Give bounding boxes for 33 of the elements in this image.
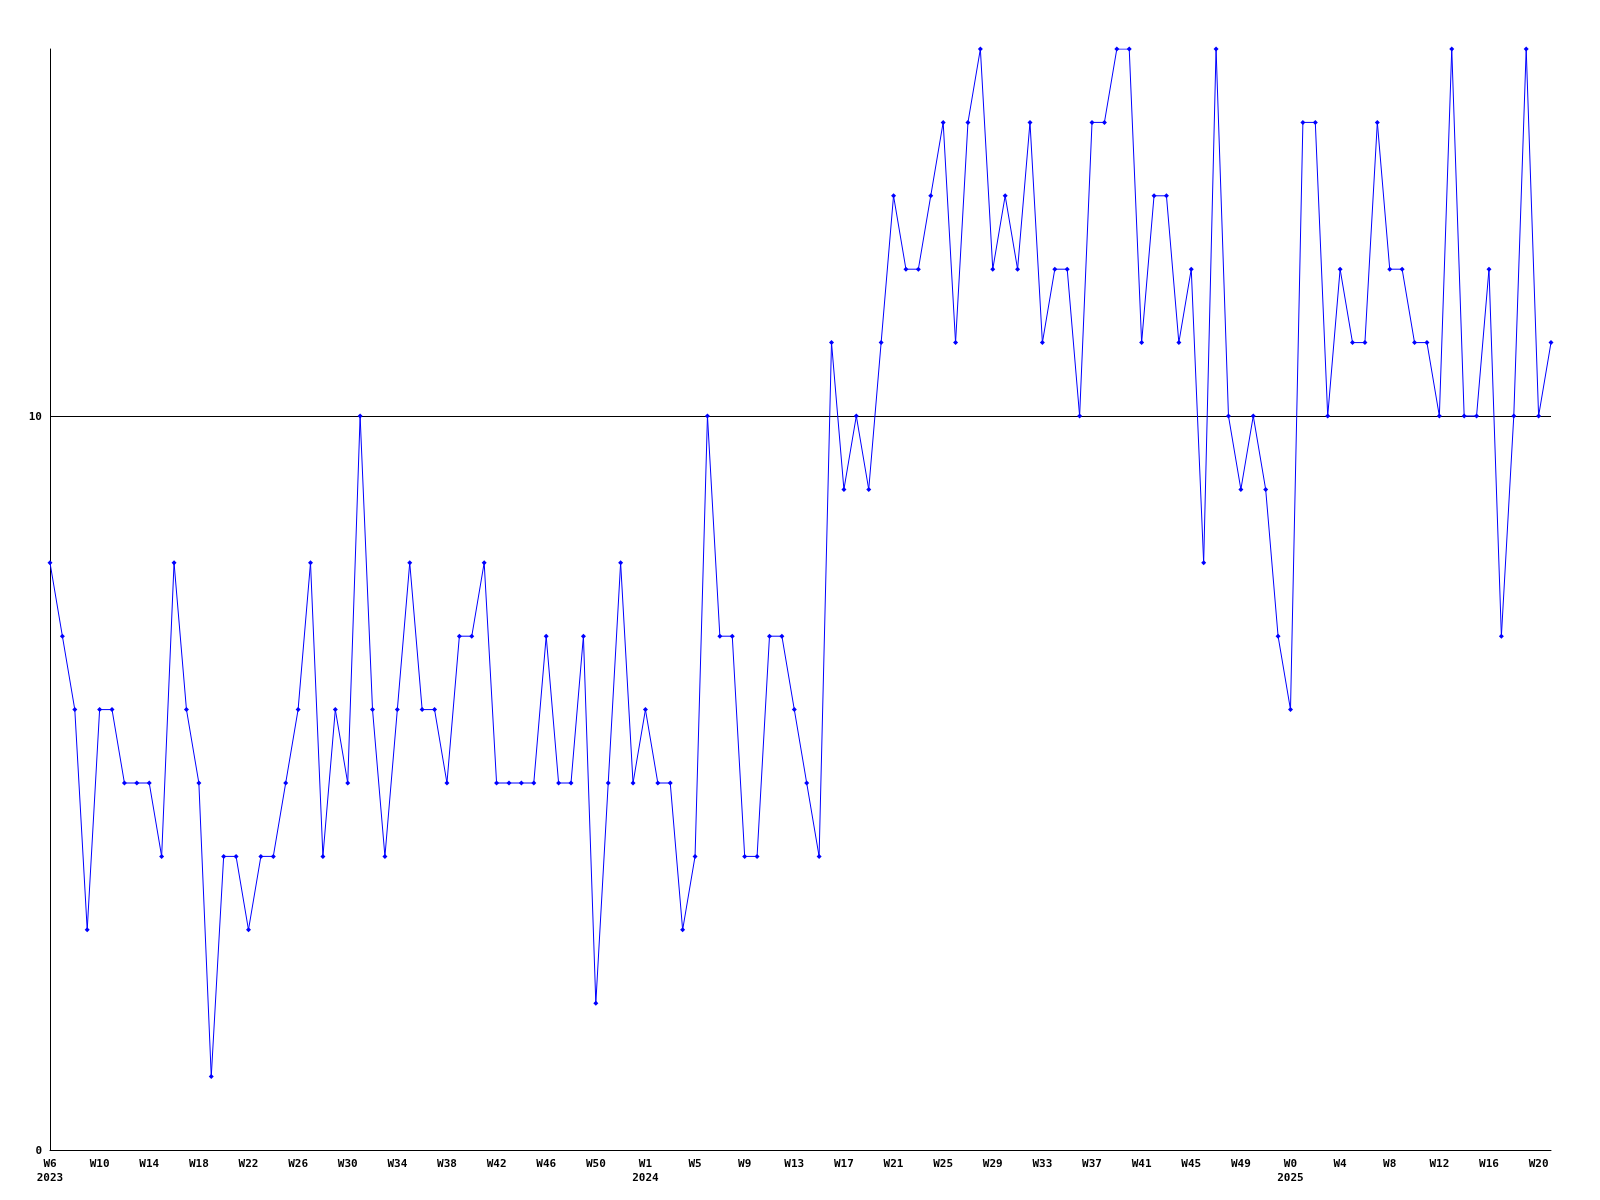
x-tick-label: W9: [738, 1156, 752, 1170]
x-tick-label: W21: [883, 1156, 904, 1170]
x-tick-label: W16: [1479, 1156, 1500, 1170]
x-tick-label: W8: [1383, 1156, 1397, 1170]
x-tick-label: W14: [139, 1156, 160, 1170]
x-tick-label: W26: [288, 1156, 309, 1170]
x-tick-label: W29: [982, 1156, 1003, 1170]
x-tick-label: W5: [688, 1156, 702, 1170]
x-tick-label: W22: [238, 1156, 259, 1170]
x-tick-label: W34: [387, 1156, 408, 1170]
x-tick-label: W33: [1032, 1156, 1053, 1170]
x-tick-label: W30: [337, 1156, 358, 1170]
x-tick-label: W25: [933, 1156, 954, 1170]
x-tick-label: W6 2023: [36, 1156, 64, 1184]
x-tick-label: W50: [585, 1156, 606, 1170]
x-tick-label: W4: [1333, 1156, 1348, 1170]
x-tick-label: W46: [536, 1156, 557, 1170]
x-tick-label: W38: [437, 1156, 457, 1170]
x-tick-label: W17: [833, 1156, 854, 1170]
x-tick-label: W42: [486, 1156, 507, 1170]
x-tick-label: W12: [1429, 1156, 1450, 1170]
x-tick-label: W13: [784, 1156, 805, 1170]
y-tick-label: 10: [28, 409, 42, 423]
x-tick-label: W20: [1528, 1156, 1549, 1170]
x-tick-label: W0 2025: [1277, 1156, 1304, 1184]
x-tick-label: W1 2024: [632, 1156, 660, 1184]
x-tick-label: W45: [1181, 1156, 1202, 1170]
x-tick-label: W37: [1082, 1156, 1102, 1170]
x-tick-label: W41: [1131, 1156, 1152, 1170]
y-tick-label: 0: [35, 1143, 42, 1157]
x-tick-label: W10: [89, 1156, 110, 1170]
x-tick-label: W49: [1230, 1156, 1251, 1170]
x-tick-label: W18: [188, 1156, 209, 1170]
